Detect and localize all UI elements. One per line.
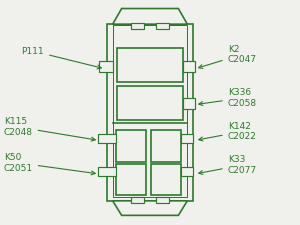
Text: K33
C2077: K33 C2077	[199, 155, 257, 175]
Bar	[156, 23, 169, 29]
Bar	[130, 198, 144, 203]
Text: K50
C2051: K50 C2051	[4, 153, 95, 175]
Bar	[156, 198, 169, 203]
Bar	[183, 98, 195, 109]
Bar	[116, 164, 146, 195]
Text: K2
C2047: K2 C2047	[199, 45, 256, 68]
Bar	[152, 164, 182, 195]
Bar	[183, 61, 195, 72]
Bar	[113, 25, 187, 198]
Bar	[98, 134, 116, 143]
Bar	[99, 61, 113, 72]
Bar	[117, 86, 183, 120]
Bar	[98, 167, 116, 176]
Text: P111: P111	[22, 47, 101, 69]
Bar	[117, 48, 183, 82]
Bar	[182, 134, 193, 143]
Text: K336
C2058: K336 C2058	[199, 88, 257, 108]
Polygon shape	[113, 201, 187, 215]
Text: K115
C2048: K115 C2048	[4, 117, 95, 141]
Bar	[116, 130, 146, 162]
Bar	[107, 24, 193, 201]
Polygon shape	[113, 9, 187, 24]
Bar	[152, 130, 182, 162]
Bar	[182, 167, 193, 176]
Bar	[130, 23, 144, 29]
Text: K142
C2022: K142 C2022	[199, 122, 256, 141]
